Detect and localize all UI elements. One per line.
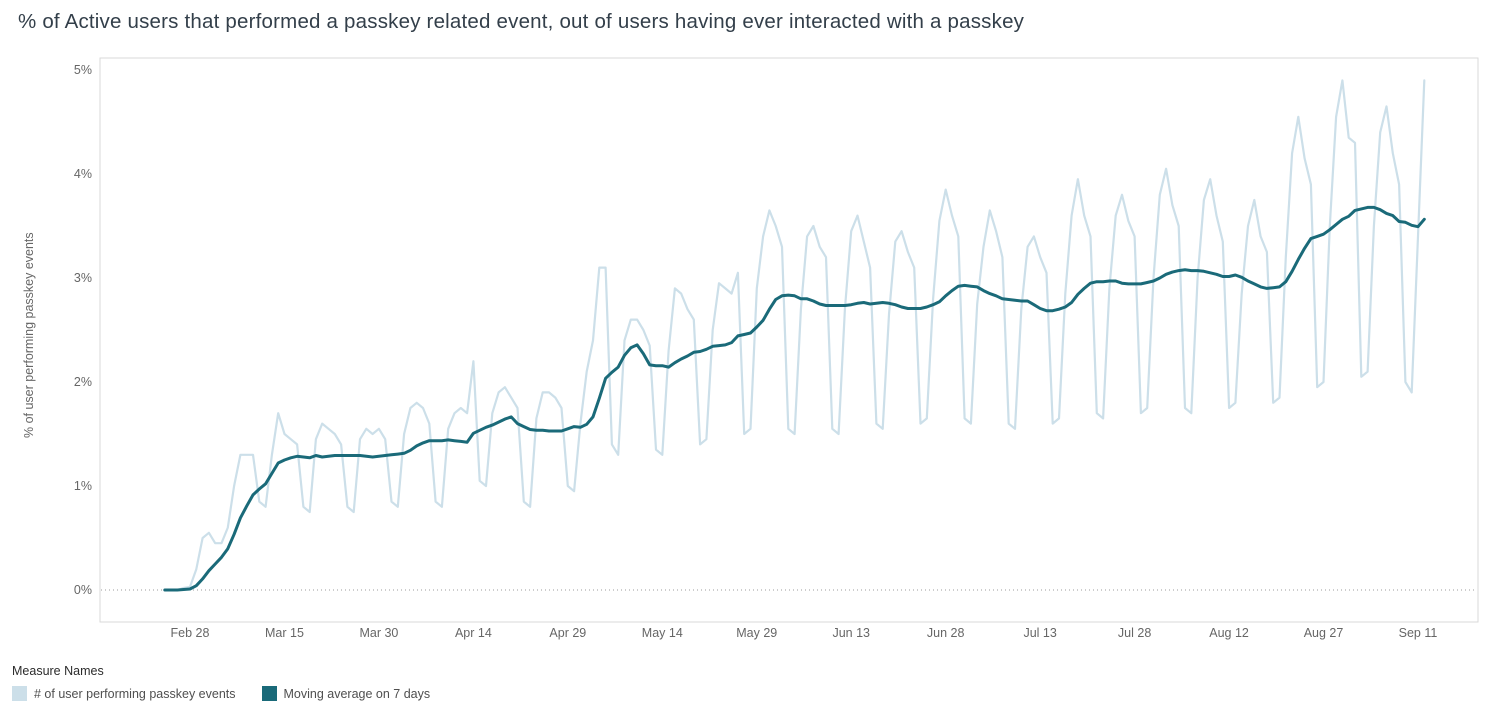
legend: Measure Names # of user performing passk… bbox=[12, 664, 912, 701]
legend-label-daily-series: # of user performing passkey events bbox=[34, 686, 236, 701]
x-tick-label: May 29 bbox=[736, 626, 777, 640]
plot-pane-border bbox=[99, 57, 1479, 623]
x-tick-label: Mar 30 bbox=[359, 626, 398, 640]
x-tick-label: Feb 28 bbox=[171, 626, 210, 640]
legend-swatch-daily-series bbox=[12, 686, 27, 701]
legend-title: Measure Names bbox=[12, 664, 104, 678]
x-tick-label: Jul 13 bbox=[1023, 626, 1056, 640]
legend-item-daily-series[interactable]: # of user performing passkey events bbox=[12, 686, 236, 701]
x-tick-label: Jun 13 bbox=[832, 626, 870, 640]
y-tick-label: 0% bbox=[74, 583, 92, 597]
x-tick-label: May 14 bbox=[642, 626, 683, 640]
x-tick-label: Jul 28 bbox=[1118, 626, 1151, 640]
x-tick-label: Mar 15 bbox=[265, 626, 304, 640]
x-tick-label: Jun 28 bbox=[927, 626, 965, 640]
legend-swatch-moving-average bbox=[261, 686, 277, 701]
legend-label-moving-average: Moving average on 7 days bbox=[283, 686, 431, 701]
y-tick-label: 5% bbox=[74, 63, 92, 77]
x-tick-label: Apr 14 bbox=[455, 626, 492, 640]
legend-row: # of user performing passkey events Movi… bbox=[12, 686, 912, 701]
x-tick-label: Apr 29 bbox=[549, 626, 586, 640]
y-tick-label: 2% bbox=[74, 375, 92, 389]
moving-average-line[interactable] bbox=[163, 205, 1426, 592]
chart-svg[interactable]: 0% 1% 2% 3% 4% 5% Feb 28 Mar 15 Mar 30 Apr 14 Apr … bbox=[0, 48, 1500, 660]
x-tick-label: Aug 12 bbox=[1209, 626, 1249, 640]
legend-item-moving-average[interactable]: Moving average on 7 days bbox=[261, 686, 431, 701]
x-tick-label: Aug 27 bbox=[1304, 626, 1344, 640]
page-title: % of Active users that performed a passk… bbox=[18, 10, 1025, 33]
y-tick-label: 3% bbox=[74, 271, 92, 285]
y-tick-label: 4% bbox=[74, 167, 92, 181]
daily-series-line[interactable] bbox=[163, 79, 1426, 592]
y-tick-label: 1% bbox=[74, 479, 92, 493]
x-tick-label: Sep 11 bbox=[1399, 626, 1438, 640]
